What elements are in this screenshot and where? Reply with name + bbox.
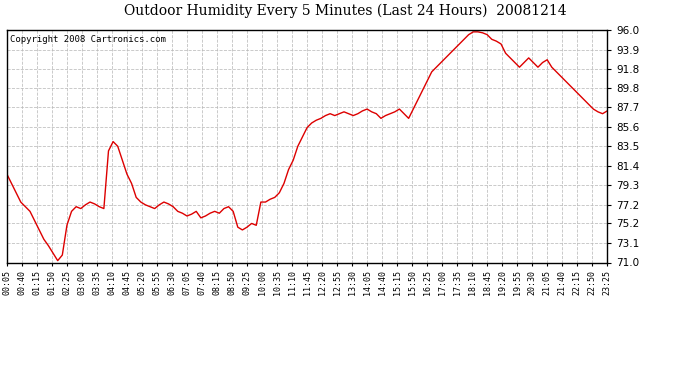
Text: Outdoor Humidity Every 5 Minutes (Last 24 Hours)  20081214: Outdoor Humidity Every 5 Minutes (Last 2… xyxy=(124,4,566,18)
Text: Copyright 2008 Cartronics.com: Copyright 2008 Cartronics.com xyxy=(10,34,166,44)
